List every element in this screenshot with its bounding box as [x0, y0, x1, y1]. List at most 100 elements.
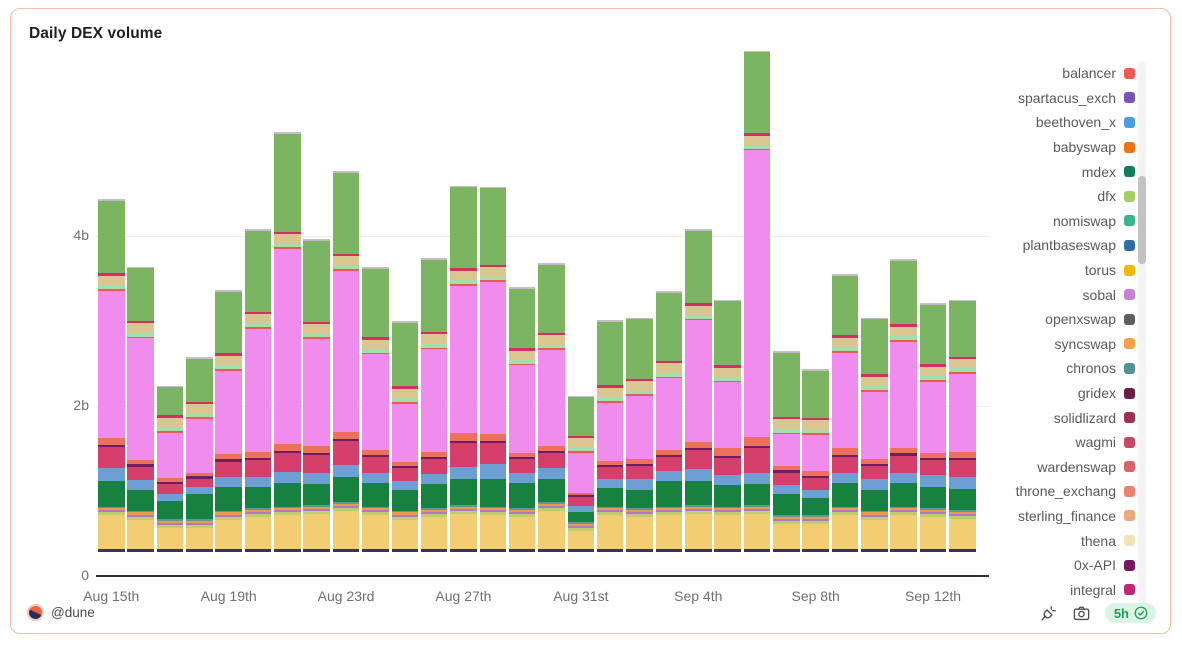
bar-aug-20[interactable] — [244, 229, 272, 552]
bar-aug-16[interactable] — [127, 266, 154, 552]
legend-item-sterling_finance[interactable]: sterling_finance — [999, 504, 1135, 529]
segment — [626, 381, 653, 391]
segment — [127, 519, 154, 550]
x-axis-line — [96, 575, 989, 577]
legend-item-integral[interactable]: integral — [999, 577, 1135, 602]
segment — [890, 482, 917, 507]
segment — [332, 476, 360, 503]
segment — [98, 510, 125, 513]
segment — [714, 382, 741, 449]
segment — [391, 386, 418, 389]
refresh-status-badge[interactable]: 5h — [1104, 603, 1156, 623]
segment — [596, 508, 624, 511]
bar-sep-7[interactable] — [773, 351, 800, 552]
segment — [508, 363, 536, 366]
segment — [538, 445, 565, 451]
segment — [538, 508, 565, 512]
bar-aug-18[interactable] — [186, 357, 213, 552]
bar-sep-11[interactable] — [890, 258, 917, 552]
legend-item-spartacus_exch[interactable]: spartacus_exch — [999, 86, 1135, 111]
bar-aug-29[interactable] — [508, 286, 536, 552]
bar-aug-27[interactable] — [450, 185, 477, 552]
legend-item-beethoven_x[interactable]: beethoven_x — [999, 110, 1135, 135]
segment — [332, 549, 360, 552]
segment — [743, 473, 771, 484]
segment — [861, 489, 888, 511]
legend-item-balancer[interactable]: balancer — [999, 61, 1135, 86]
bar-sep-1[interactable] — [596, 320, 624, 552]
bar-sep-6[interactable] — [743, 50, 771, 552]
segment — [890, 472, 917, 483]
bar-aug-31[interactable] — [567, 395, 595, 552]
bar-sep-9[interactable] — [831, 274, 859, 552]
legend-item-wardenswap[interactable]: wardenswap — [999, 455, 1135, 480]
bar-aug-21[interactable] — [274, 132, 301, 552]
legend-item-throne_exchang[interactable]: throne_exchang — [999, 479, 1135, 504]
bar-sep-5[interactable] — [714, 299, 741, 552]
bar-aug-23[interactable] — [332, 171, 360, 552]
legend-item-mdex[interactable]: mdex — [999, 159, 1135, 184]
bar-sep-8[interactable] — [802, 369, 829, 552]
segment — [127, 480, 154, 490]
legend-item-solidlizard[interactable]: solidlizard — [999, 405, 1135, 430]
bar-aug-24[interactable] — [362, 267, 389, 552]
legend-swatch — [1124, 485, 1135, 497]
legend-item-chronos[interactable]: chronos — [999, 356, 1135, 381]
legend-item-dfx[interactable]: dfx — [999, 184, 1135, 209]
legend-item-torus[interactable]: torus — [999, 258, 1135, 283]
legend-scrollbar-track[interactable] — [1138, 61, 1146, 606]
segment — [626, 508, 653, 510]
segment — [98, 515, 125, 550]
legend-swatch — [1124, 584, 1135, 596]
segment — [391, 322, 418, 387]
bar-aug-30[interactable] — [538, 263, 565, 552]
bar-aug-28[interactable] — [479, 186, 507, 552]
legend-item-thena[interactable]: thena — [999, 528, 1135, 553]
legend-item-gridex[interactable]: gridex — [999, 381, 1135, 406]
bar-sep-10[interactable] — [861, 317, 888, 552]
camera-icon[interactable] — [1072, 603, 1092, 623]
segment — [274, 549, 301, 552]
segment — [655, 376, 683, 379]
segment — [802, 429, 829, 434]
segment — [420, 349, 448, 452]
segment — [567, 497, 595, 506]
bar-aug-19[interactable] — [215, 290, 242, 552]
segment — [919, 487, 947, 509]
legend-item-syncswap[interactable]: syncswap — [999, 332, 1135, 357]
segment — [596, 487, 624, 507]
bar-aug-17[interactable] — [156, 385, 184, 552]
bar-aug-22[interactable] — [303, 239, 330, 552]
bar-sep-12[interactable] — [919, 303, 947, 552]
segment — [420, 512, 448, 515]
legend-item-babyswap[interactable]: babyswap — [999, 135, 1135, 160]
legend-item-wagmi[interactable]: wagmi — [999, 430, 1135, 455]
segment — [186, 404, 213, 414]
legend-item-sobal[interactable]: sobal — [999, 282, 1135, 307]
segment — [127, 338, 154, 461]
legend-item-nomiswap[interactable]: nomiswap — [999, 209, 1135, 234]
segment — [479, 264, 507, 268]
bar-aug-25[interactable] — [391, 320, 418, 552]
bar-sep-13[interactable] — [949, 299, 976, 552]
segment — [861, 390, 888, 392]
segment — [127, 332, 154, 337]
legend-item-0x-api[interactable]: 0x-API — [999, 553, 1135, 578]
legend-label: beethoven_x — [1035, 114, 1116, 131]
bar-sep-4[interactable] — [685, 229, 712, 552]
bar-sep-2[interactable] — [626, 317, 653, 552]
segment — [508, 517, 536, 550]
legend-scrollbar-thumb[interactable] — [1138, 176, 1146, 264]
bar-aug-26[interactable] — [420, 258, 448, 552]
segment — [567, 530, 595, 550]
legend-item-plantbaseswap[interactable]: plantbaseswap — [999, 233, 1135, 258]
plug-icon[interactable] — [1039, 603, 1059, 623]
bar-aug-15[interactable] — [98, 199, 125, 552]
legend-item-openxswap[interactable]: openxswap — [999, 307, 1135, 332]
segment — [655, 450, 683, 456]
segment — [98, 288, 125, 291]
segment — [890, 336, 917, 340]
segment — [802, 477, 829, 490]
bar-sep-3[interactable] — [655, 291, 683, 552]
segment — [773, 549, 800, 552]
